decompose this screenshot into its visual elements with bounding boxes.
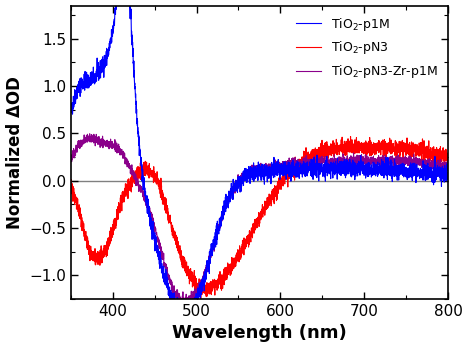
TiO$_2$-pN3 [348,134,353,139]
TiO$_2$-pN3-Zr-p1M [438,163,444,167]
TiO$_2$-p1M [438,169,444,173]
TiO$_2$-pN3 [111,229,117,233]
TiO$_2$-pN3-Zr-p1M [111,144,117,148]
Line: TiO$_2$-p1M: TiO$_2$-p1M [71,0,448,322]
TiO$_2$-pN3 [213,278,219,282]
TiO$_2$-p1M [111,20,117,24]
TiO$_2$-pN3-Zr-p1M [133,178,139,182]
TiO$_2$-pN3 [397,147,403,151]
TiO$_2$-pN3 [133,172,139,176]
Line: TiO$_2$-pN3: TiO$_2$-pN3 [71,136,448,299]
TiO$_2$-pN3 [68,191,73,196]
Line: TiO$_2$-pN3-Zr-p1M: TiO$_2$-pN3-Zr-p1M [71,134,448,306]
TiO$_2$-pN3-Zr-p1M [87,132,93,136]
X-axis label: Wavelength (nm): Wavelength (nm) [172,324,347,342]
TiO$_2$-pN3-Zr-p1M [445,162,451,166]
TiO$_2$-p1M [397,163,403,167]
TiO$_2$-pN3-Zr-p1M [183,303,188,308]
Y-axis label: Normalized ΔOD: Normalized ΔOD [6,76,23,229]
TiO$_2$-pN3 [438,153,444,157]
Legend: TiO$_2$-p1M, TiO$_2$-pN3, TiO$_2$-pN3-Zr-p1M: TiO$_2$-p1M, TiO$_2$-pN3, TiO$_2$-pN3-Zr… [292,12,442,84]
TiO$_2$-pN3 [198,296,204,301]
TiO$_2$-p1M [68,109,73,113]
TiO$_2$-pN3-Zr-p1M [397,155,403,159]
TiO$_2$-p1M [185,319,191,324]
TiO$_2$-pN3-Zr-p1M [229,184,235,188]
TiO$_2$-pN3-Zr-p1M [213,238,219,242]
TiO$_2$-pN3-Zr-p1M [68,160,73,164]
TiO$_2$-p1M [133,104,139,108]
TiO$_2$-pN3 [229,269,235,273]
TiO$_2$-p1M [229,187,235,191]
TiO$_2$-p1M [445,173,451,177]
TiO$_2$-p1M [213,238,219,242]
TiO$_2$-pN3 [445,160,451,164]
